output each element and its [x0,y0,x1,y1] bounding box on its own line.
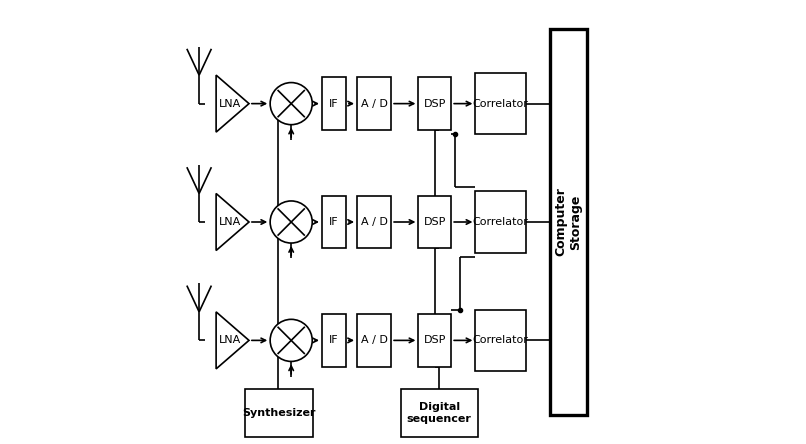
Polygon shape [216,312,249,369]
Text: DSP: DSP [424,99,446,109]
Text: Computer
Storage: Computer Storage [555,187,583,257]
FancyBboxPatch shape [401,388,477,437]
Text: Synthesizer: Synthesizer [243,408,316,418]
Text: IF: IF [329,335,339,345]
Text: Correlator: Correlator [472,335,529,345]
Text: A / D: A / D [360,335,388,345]
FancyBboxPatch shape [418,314,451,367]
Text: A / D: A / D [360,99,388,109]
Text: Digital
sequencer: Digital sequencer [407,402,472,424]
Text: LNA: LNA [218,217,241,227]
Text: Correlator: Correlator [472,217,529,227]
FancyBboxPatch shape [418,77,451,130]
Text: LNA: LNA [218,335,241,345]
Polygon shape [216,194,249,250]
FancyBboxPatch shape [322,314,346,367]
Text: A / D: A / D [360,217,388,227]
FancyBboxPatch shape [476,191,526,253]
FancyBboxPatch shape [550,29,587,415]
Circle shape [270,319,312,361]
FancyBboxPatch shape [322,77,346,130]
FancyBboxPatch shape [418,196,451,248]
Text: LNA: LNA [218,99,241,109]
FancyBboxPatch shape [476,309,526,371]
Text: IF: IF [329,217,339,227]
FancyBboxPatch shape [357,314,391,367]
Circle shape [270,83,312,125]
Polygon shape [216,75,249,132]
Text: DSP: DSP [424,335,446,345]
Text: Correlator: Correlator [472,99,529,109]
FancyBboxPatch shape [476,73,526,135]
Text: DSP: DSP [424,217,446,227]
FancyBboxPatch shape [357,196,391,248]
FancyBboxPatch shape [357,77,391,130]
Circle shape [270,201,312,243]
FancyBboxPatch shape [322,196,346,248]
Text: IF: IF [329,99,339,109]
FancyBboxPatch shape [245,388,313,437]
